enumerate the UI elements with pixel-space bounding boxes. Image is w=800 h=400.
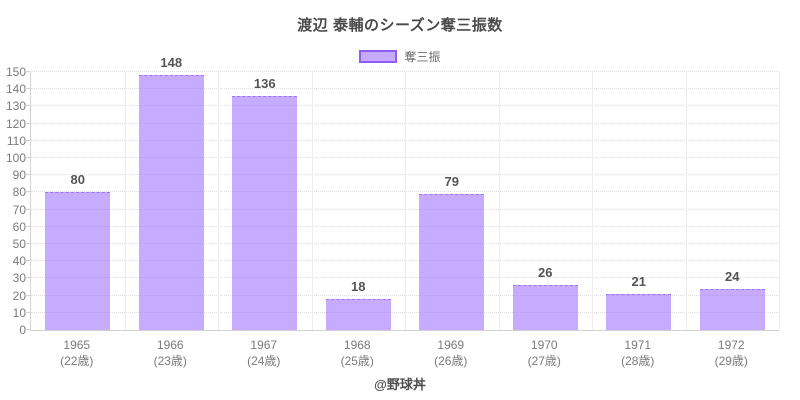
gridline-horizontal: [31, 71, 779, 72]
bar-1970[interactable]: [512, 285, 578, 330]
x-tick-year: 1965: [63, 338, 91, 352]
y-axis-labels: 0 10 20 30 40 50 60 70 80 90 100 110 120 130 140 150: [0, 66, 26, 336]
y-tick-label: 130: [5, 99, 26, 114]
bar-1967[interactable]: [232, 96, 298, 330]
y-tick-mark: [25, 329, 30, 330]
y-tick-mark: [25, 225, 30, 227]
x-tick-label: 1972 (29歳): [685, 337, 779, 369]
x-tick-label: 1966 (23歳): [124, 337, 218, 369]
bar-slot: 148: [125, 56, 219, 330]
bar-value-label: 136: [253, 76, 276, 92]
bar-1968[interactable]: [325, 299, 391, 330]
y-tick-label: 80: [12, 185, 26, 200]
gridline-vertical: [405, 72, 406, 330]
x-tick-label: 1969 (26歳): [404, 337, 498, 369]
x-tick-age: (28歳): [621, 354, 655, 368]
y-tick-label: 100: [5, 151, 26, 165]
x-axis-labels: 1965 (22歳) 1966 (23歳) 1967 (24歳) 1968 (25歳) 1969…: [30, 337, 778, 369]
y-tick-mark: [25, 208, 30, 210]
x-tick-age: (22歳): [60, 354, 94, 368]
bar-slot: 21: [592, 72, 686, 330]
y-tick-label: 30: [12, 271, 26, 286]
x-tick-age: (26歳): [434, 354, 468, 368]
y-tick-label: 20: [12, 288, 26, 303]
y-tick-mark: [25, 174, 30, 176]
x-tick-age: (29歳): [714, 354, 748, 368]
y-tick-label: 150: [5, 65, 26, 79]
x-tick-year: 1972: [717, 338, 745, 352]
y-tick-label: 60: [12, 219, 26, 234]
bar-value-label: 80: [70, 172, 85, 188]
x-tick-label: 1967 (24歳): [217, 337, 311, 369]
gridline-vertical: [592, 72, 593, 330]
y-tick-label: 120: [5, 116, 26, 131]
x-tick-year: 1970: [530, 338, 558, 352]
bar-1965[interactable]: [45, 192, 111, 330]
bar-value-label: 79: [444, 174, 459, 190]
legend-label: 奪三振: [404, 50, 441, 64]
y-tick-mark: [25, 243, 30, 244]
y-tick-label: 0: [19, 323, 26, 337]
y-axis-ticks: [25, 71, 30, 330]
x-tick-label: 1970 (27歳): [498, 337, 592, 369]
gridline-vertical: [311, 72, 313, 330]
gridline-vertical: [498, 72, 500, 330]
x-tick-year: 1968: [343, 338, 371, 352]
x-tick-age: (23歳): [153, 354, 187, 368]
y-tick-mark: [25, 139, 30, 141]
bar-1966[interactable]: [138, 75, 204, 330]
bar-slot: 136: [218, 72, 312, 330]
x-tick-label: 1968 (25歳): [311, 337, 405, 369]
x-tick-year: 1971: [624, 338, 652, 352]
bar-1971[interactable]: [606, 293, 672, 330]
legend-swatch: [359, 50, 398, 63]
bar-slot: 26: [499, 72, 593, 330]
y-tick-mark: [25, 71, 30, 72]
y-tick-label: 10: [12, 305, 26, 320]
chart-title: 渡辺 泰輔のシーズン奪三振数: [297, 17, 503, 34]
plot-area: 80 148 136 18 79 26 21 24: [30, 56, 780, 331]
y-tick-mark: [25, 122, 30, 124]
y-tick-label: 90: [12, 168, 26, 183]
x-tick-label: 1971 (28歳): [591, 337, 685, 369]
bar-1972[interactable]: [699, 288, 765, 330]
x-tick-year: 1967: [250, 338, 278, 352]
bar-value-label: 26: [538, 265, 553, 281]
y-tick-mark: [25, 191, 30, 193]
x-tick-age: (27歳): [527, 354, 561, 368]
bar-value-label: 21: [631, 273, 646, 289]
y-tick-mark: [25, 157, 30, 158]
bar-value-label: 18: [351, 279, 366, 295]
bar-slot: 18: [312, 72, 406, 330]
bar-slot: 80: [31, 72, 125, 330]
bar-1969[interactable]: [419, 194, 485, 330]
y-tick-label: 140: [5, 82, 26, 97]
y-tick-mark: [25, 311, 30, 313]
y-tick-label: 40: [12, 254, 26, 269]
chart-legend[interactable]: 奪三振: [0, 48, 800, 65]
y-tick-mark: [25, 277, 30, 279]
y-tick-label: 110: [6, 133, 26, 148]
gridline-vertical: [218, 72, 219, 330]
bar-value-label: 148: [160, 55, 183, 71]
x-tick-label: 1965 (22歳): [30, 337, 124, 369]
y-tick-mark: [25, 88, 30, 90]
bar-slot: 24: [686, 72, 780, 330]
gridline-vertical: [779, 72, 780, 330]
bar-slot: 79: [405, 72, 499, 330]
y-tick-mark: [25, 294, 30, 296]
x-tick-age: (24歳): [247, 354, 281, 368]
y-tick-label: 70: [12, 202, 26, 217]
x-tick-age: (25歳): [340, 354, 374, 368]
x-tick-year: 1969: [437, 338, 465, 352]
gridline-vertical: [124, 72, 126, 330]
bar-value-label: 24: [725, 268, 740, 284]
chart-footer: @野球丼: [374, 377, 426, 392]
x-tick-year: 1966: [156, 338, 184, 352]
y-tick-mark: [25, 105, 30, 107]
y-tick-mark: [25, 260, 30, 262]
gridline-vertical: [685, 72, 687, 330]
y-tick-label: 50: [12, 237, 26, 251]
